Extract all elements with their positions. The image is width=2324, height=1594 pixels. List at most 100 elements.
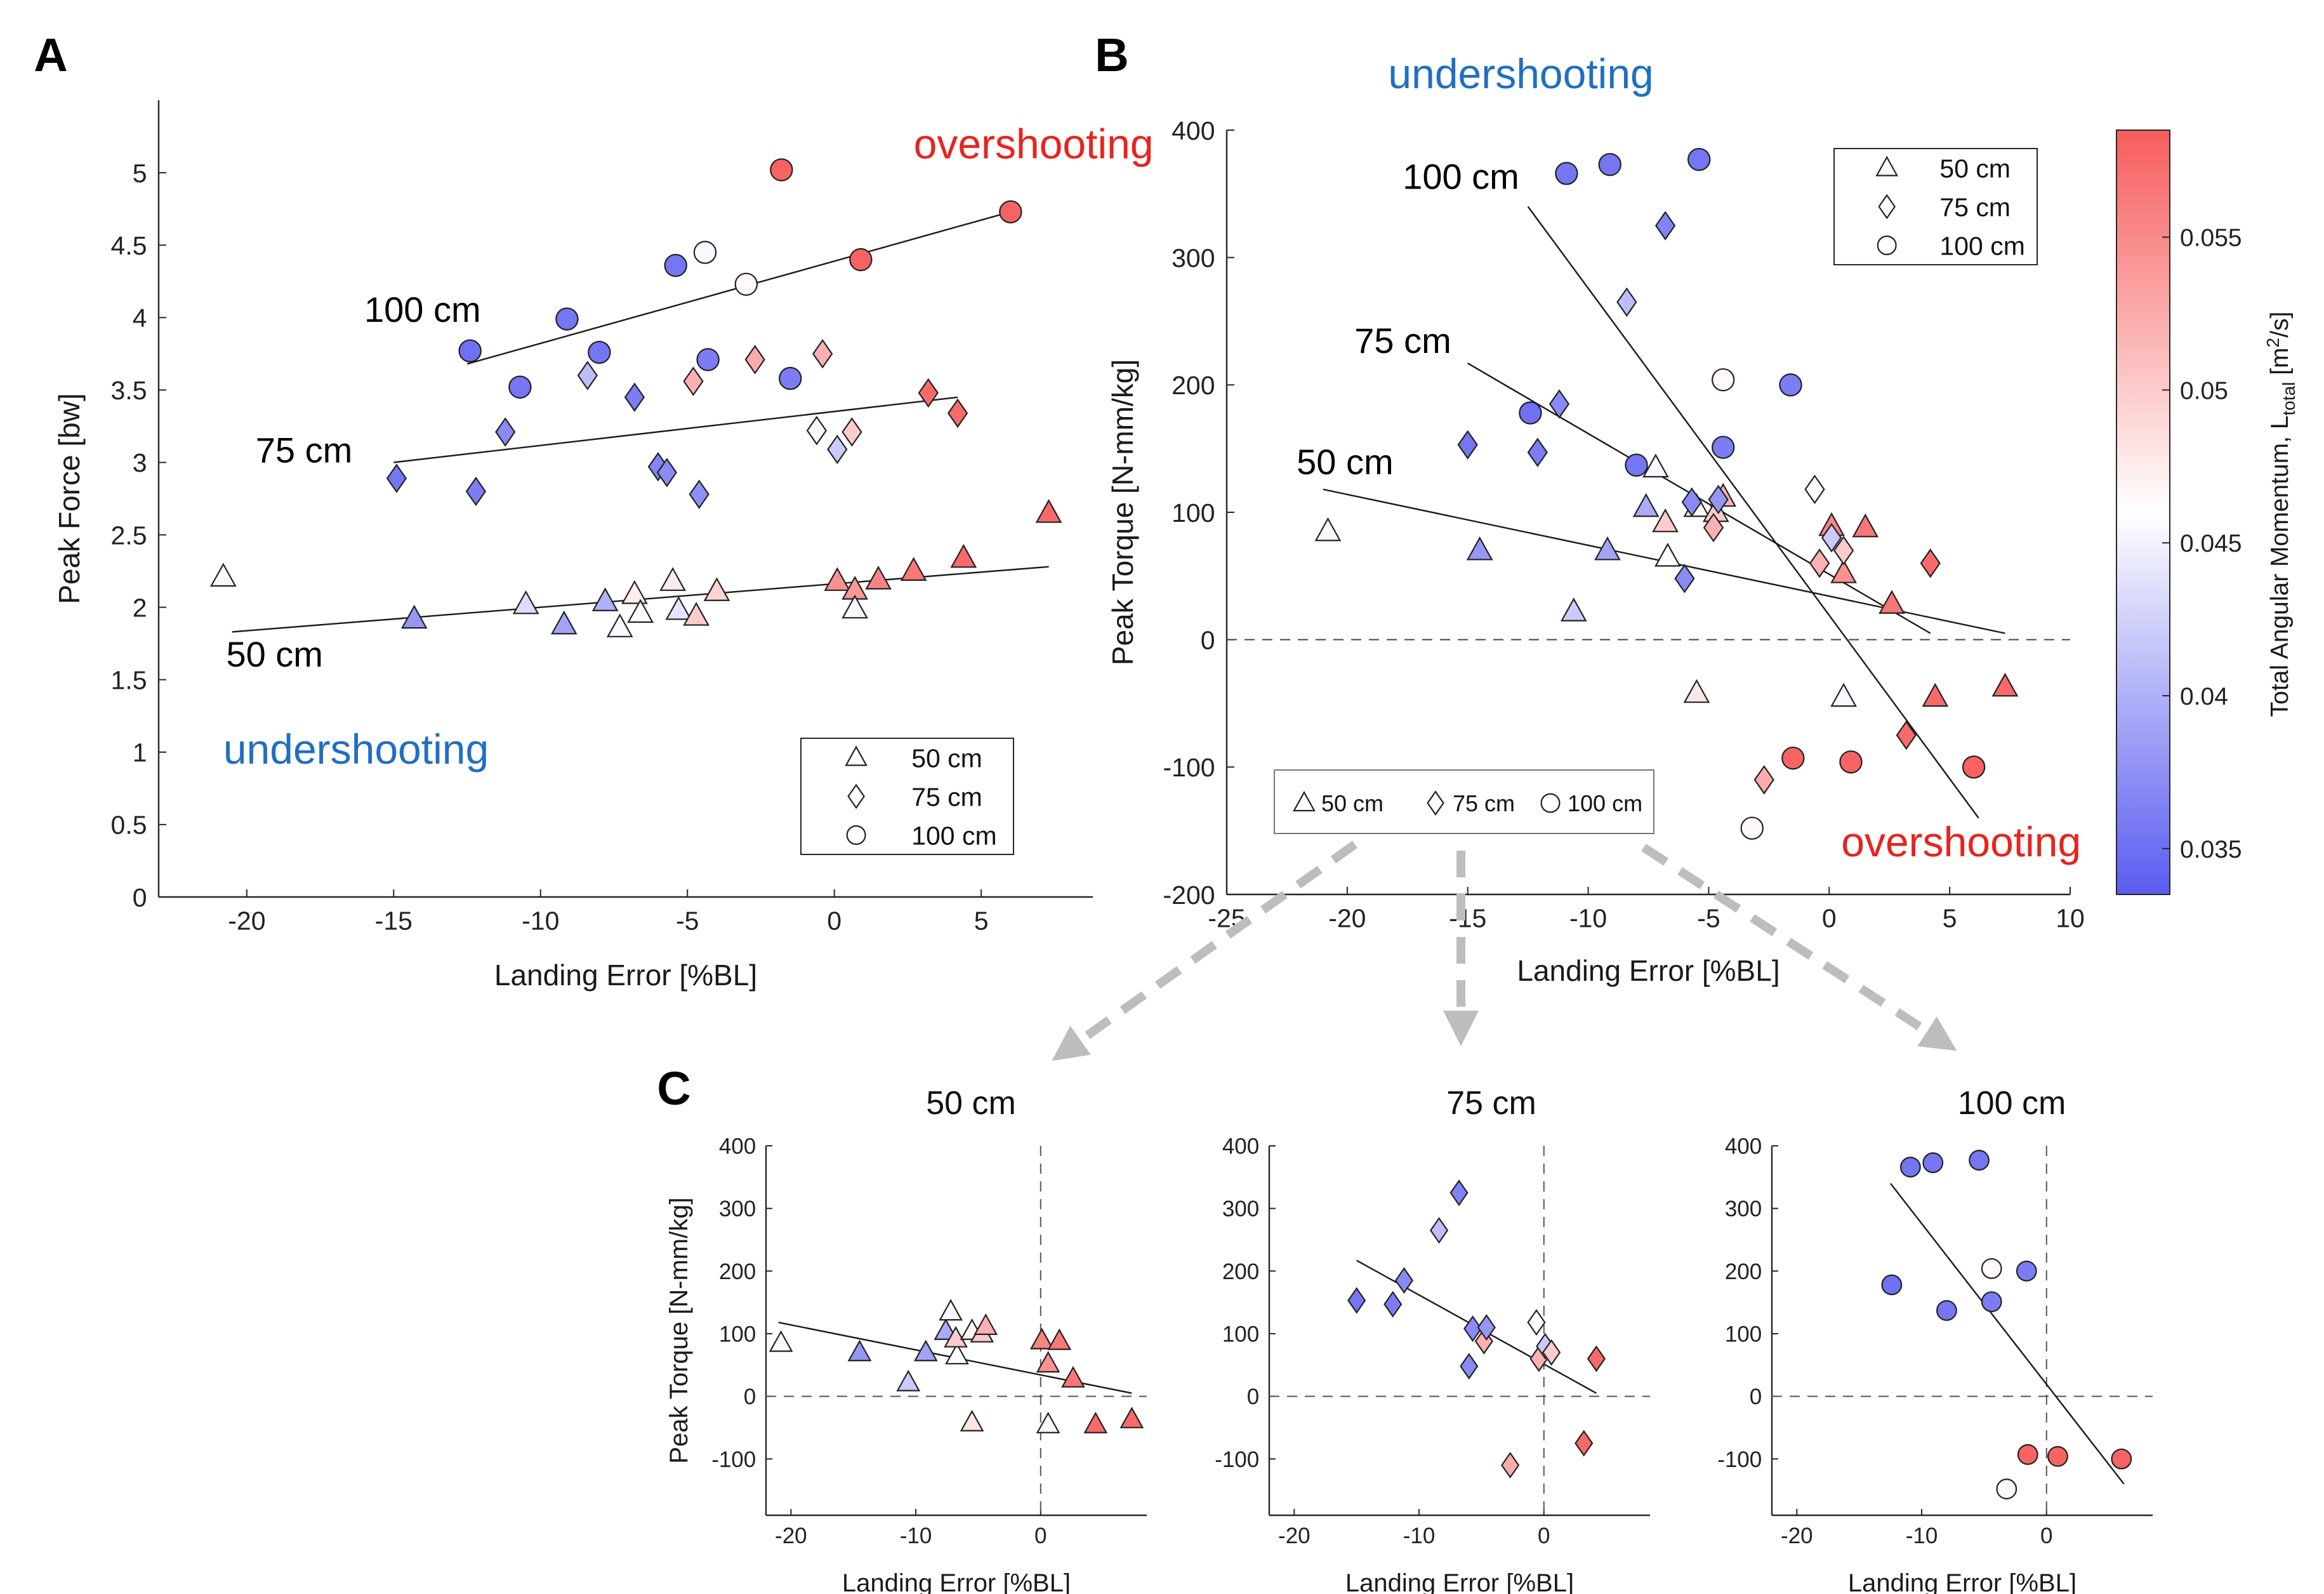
- triangle-point: [1029, 1327, 1054, 1350]
- y-tick-label: 200: [1222, 1259, 1259, 1284]
- diamond-point: [577, 361, 598, 390]
- triangle-point: [627, 599, 654, 623]
- diamond-point: [1548, 389, 1570, 419]
- panel-label-a: A: [34, 29, 67, 81]
- circle-point: [779, 366, 802, 390]
- circle-point: [1981, 1258, 2002, 1279]
- y-tick-label: 300: [1725, 1197, 1762, 1221]
- annotation-50-cm: 50 cm: [226, 634, 323, 674]
- x-tick-label: -20: [228, 906, 265, 935]
- y-tick-label: 0.5: [111, 811, 147, 840]
- triangle-point: [1035, 499, 1062, 523]
- panel-b: -25 -20 -15 -10 -5 0 5 10-200-1000100200300400L…: [1052, 50, 2299, 1061]
- diamond-point: [827, 434, 848, 465]
- y-tick-label: 100: [1222, 1322, 1259, 1347]
- annotation-50-cm: 50 cm: [1297, 442, 1394, 482]
- triangle-point: [769, 1330, 793, 1352]
- legend-label: 50 cm: [911, 743, 982, 773]
- diamond-point: [1753, 765, 1774, 795]
- y-tick-label: 200: [1172, 371, 1215, 400]
- colorbar-tick-label: 0.045: [2180, 530, 2242, 557]
- circle-point: [1598, 152, 1621, 176]
- x-axis-label: Landing Error [%BL]: [1345, 1569, 1574, 1594]
- subplot-title: 50 cm: [926, 1085, 1016, 1122]
- diamond-point: [1616, 287, 1637, 317]
- colorbar-label-close: /s]: [2266, 312, 2294, 338]
- triangle-point: [824, 567, 851, 591]
- x-tick-label: 0: [1034, 1524, 1046, 1548]
- diamond-point: [1542, 1339, 1561, 1366]
- circle-point: [1969, 1150, 1990, 1171]
- y-axis-label: Peak Torque [N-mm/kg]: [665, 1197, 693, 1463]
- x-tick-label: -15: [375, 906, 413, 935]
- y-axis-label: Peak Torque [N-mm/kg]: [1106, 359, 1139, 665]
- legend-label: 100 cm: [911, 821, 996, 850]
- inline-legend-label: 50 cm: [1321, 790, 1383, 816]
- diamond-point: [465, 476, 487, 507]
- y-tick-label: 3.5: [111, 376, 147, 405]
- y-tick-label: 0: [1201, 625, 1215, 654]
- circle-point: [1899, 1157, 1921, 1178]
- y-tick-label: 4: [133, 303, 147, 333]
- legend-circle-icon: [846, 825, 866, 845]
- triangle-point: [944, 1325, 968, 1348]
- triangle-point: [960, 1409, 984, 1431]
- diamond-point: [1394, 1267, 1414, 1294]
- triangle-point: [606, 613, 633, 637]
- triangle-point: [550, 610, 578, 635]
- circle-point: [1781, 747, 1805, 770]
- x-tick-label: -5: [1697, 903, 1720, 933]
- inline-legend-label: 75 cm: [1453, 790, 1515, 816]
- legend-triangle-icon: [845, 745, 868, 766]
- y-tick-label: 400: [719, 1134, 756, 1159]
- legend-label: 75 cm: [1939, 192, 2010, 222]
- fit-line: [1889, 1183, 2125, 1485]
- colorbar-gradient: [2116, 130, 2170, 895]
- triangle-point: [512, 590, 539, 614]
- circle-point: [1839, 750, 1863, 774]
- triangle-point: [842, 594, 868, 619]
- triangle-point: [1314, 517, 1342, 541]
- inline-legend-label: 100 cm: [1568, 790, 1642, 816]
- legend-triangle-icon: [1875, 156, 1899, 176]
- annotation-100-cm: 100 cm: [364, 289, 481, 329]
- y-tick-label: -100: [711, 1447, 756, 1472]
- x-axis-label: Landing Error [%BL]: [1848, 1569, 2076, 1594]
- y-tick-label: -200: [1163, 880, 1215, 910]
- triangle-point: [1642, 453, 1669, 478]
- circle-point: [664, 253, 687, 277]
- y-tick-label: -100: [1215, 1447, 1259, 1472]
- triangle-point: [659, 567, 686, 591]
- series-75-cm: [1457, 211, 1941, 795]
- y-tick-label: 100: [719, 1322, 756, 1347]
- inline-legend-box: [1274, 769, 1654, 834]
- diamond-point: [744, 345, 765, 375]
- y-tick-label: 300: [1172, 243, 1215, 272]
- diamond-point: [1429, 1217, 1449, 1244]
- x-tick-label: -5: [676, 906, 699, 935]
- circle-point: [696, 348, 720, 371]
- y-tick-label: 400: [1725, 1134, 1762, 1159]
- triangle-point: [847, 1339, 872, 1362]
- fit-line: [393, 396, 958, 463]
- diamond-point: [1681, 487, 1703, 517]
- diamond-point: [1708, 484, 1729, 515]
- diamond-point: [1463, 1315, 1482, 1343]
- circle-point: [2047, 1445, 2068, 1467]
- y-tick-label: 0: [1247, 1385, 1259, 1409]
- x-tick-label: 0: [1538, 1524, 1550, 1548]
- triangle-point: [1594, 536, 1621, 561]
- colorbar-label-sup: 2: [2263, 338, 2283, 348]
- colorbar-tick-label: 0.05: [2180, 377, 2228, 404]
- series-50-cm: [769, 1299, 1144, 1433]
- circle-point: [849, 248, 873, 272]
- y-tick-label: 0: [744, 1385, 756, 1409]
- circle-point: [1779, 373, 1802, 397]
- x-tick-label: -20: [1781, 1524, 1813, 1548]
- triangle-point: [1830, 559, 1857, 583]
- triangle-point: [1036, 1351, 1060, 1373]
- triangle-point: [1991, 672, 2019, 697]
- triangle-point: [1652, 508, 1679, 533]
- triangle-point: [621, 580, 648, 604]
- annotation-undershooting: undershooting: [1388, 50, 1653, 97]
